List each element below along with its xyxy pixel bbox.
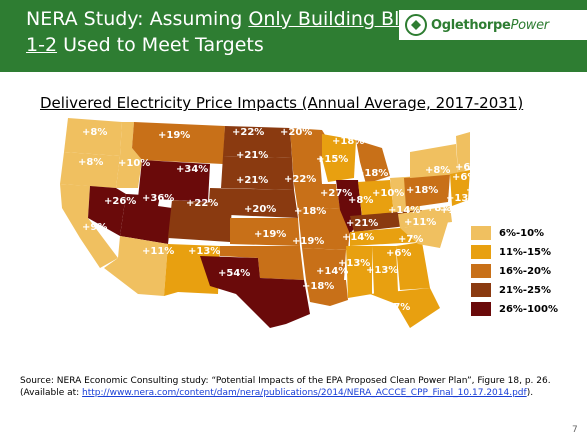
legend-swatch bbox=[471, 226, 491, 240]
legend-swatch bbox=[471, 245, 491, 259]
map-label: +9% bbox=[82, 222, 108, 233]
map-label: +21% bbox=[346, 218, 379, 229]
map-label: +14% bbox=[388, 205, 421, 216]
map-label: +8% bbox=[82, 127, 108, 138]
map-label: +22% bbox=[232, 127, 265, 138]
map-label: +6% bbox=[452, 172, 478, 183]
map-label: +26% bbox=[104, 196, 137, 207]
map-label: +14% bbox=[316, 266, 349, 277]
oglethorpe-logo-icon bbox=[405, 14, 427, 36]
map-label: +20% bbox=[244, 204, 277, 215]
map-label: +27% bbox=[320, 188, 353, 199]
map-label: +19% bbox=[158, 130, 191, 141]
map-label: +36% bbox=[142, 193, 175, 204]
map-label: +7% bbox=[398, 234, 424, 245]
title-underlined-2: 1-2 bbox=[26, 34, 58, 56]
map-label: +11% bbox=[404, 217, 437, 228]
map-label: +13% bbox=[366, 265, 399, 276]
map-label: +21% bbox=[236, 175, 269, 186]
map-label: +6% bbox=[455, 162, 481, 173]
map-label: +19% bbox=[292, 236, 325, 247]
legend-swatch bbox=[471, 302, 491, 316]
slide-title: NERA Study: Assuming Only Building Block… bbox=[26, 6, 442, 58]
map-label: +34% bbox=[176, 164, 209, 175]
map-label: +18% bbox=[294, 206, 327, 217]
map-label: +13% bbox=[446, 193, 479, 204]
map-label: +14% bbox=[342, 232, 375, 243]
source-line: Source: NERA Economic Consulting study: … bbox=[20, 376, 551, 386]
map-label: +11% bbox=[142, 246, 175, 257]
title-part2: Used to Meet Targets bbox=[57, 34, 264, 56]
map-label: +18% bbox=[406, 185, 439, 196]
legend-item: 6%-10% bbox=[471, 226, 558, 240]
map-label: +8% bbox=[425, 165, 451, 176]
map-label: +7% bbox=[480, 143, 506, 154]
chart-subtitle: Delivered Electricity Price Impacts (Ann… bbox=[40, 94, 524, 112]
map-label: +8% bbox=[348, 195, 374, 206]
map-label: +10% bbox=[372, 188, 405, 199]
map-label: +18% bbox=[332, 136, 365, 147]
map-label: +8% bbox=[78, 157, 104, 168]
map-label: +8% bbox=[426, 203, 452, 214]
source-link-line: (Available at: http://www.nera.com/conte… bbox=[20, 388, 534, 398]
map-label: +17% bbox=[378, 302, 411, 313]
page-number: 7 bbox=[572, 425, 578, 435]
legend-item: 11%-15% bbox=[471, 245, 558, 259]
us-map bbox=[60, 118, 470, 328]
map-label: +16% bbox=[440, 205, 473, 216]
legend-item: 16%-20% bbox=[471, 264, 558, 278]
legend-swatch bbox=[471, 283, 491, 297]
legend: 6%-10% 11%-15% 16%-20% 21%-25% 26%-100% bbox=[471, 226, 558, 321]
map-label: +20% bbox=[280, 127, 313, 138]
map-label: +10% bbox=[118, 158, 151, 169]
map-label: +13% bbox=[188, 246, 221, 257]
title-part1: NERA Study: Assuming bbox=[26, 8, 249, 30]
map-label: +21% bbox=[236, 150, 269, 161]
map-label: +6% bbox=[386, 248, 412, 259]
map-label: +54% bbox=[218, 268, 251, 279]
legend-item: 21%-25% bbox=[471, 283, 558, 297]
source-footer: Source: NERA Economic Consulting study: … bbox=[20, 375, 551, 399]
legend-swatch bbox=[471, 264, 491, 278]
map-label: +15% bbox=[316, 154, 349, 165]
map-label: +22% bbox=[284, 174, 317, 185]
legend-item: 26%-100% bbox=[471, 302, 558, 316]
title-underlined-1: Only Building Blocks bbox=[248, 8, 443, 30]
map-label: +13% bbox=[338, 258, 371, 269]
map-label: +22% bbox=[186, 198, 219, 209]
map-label: +18% bbox=[356, 168, 389, 179]
map-label: +19% bbox=[254, 229, 287, 240]
oglethorpe-logo: OglethorpePower bbox=[399, 10, 587, 40]
map-label: +7% bbox=[466, 185, 492, 196]
source-link[interactable]: http://www.nera.com/content/dam/nera/pub… bbox=[82, 388, 527, 398]
logo-text: OglethorpePower bbox=[431, 17, 549, 33]
map-label: +18% bbox=[302, 281, 335, 292]
